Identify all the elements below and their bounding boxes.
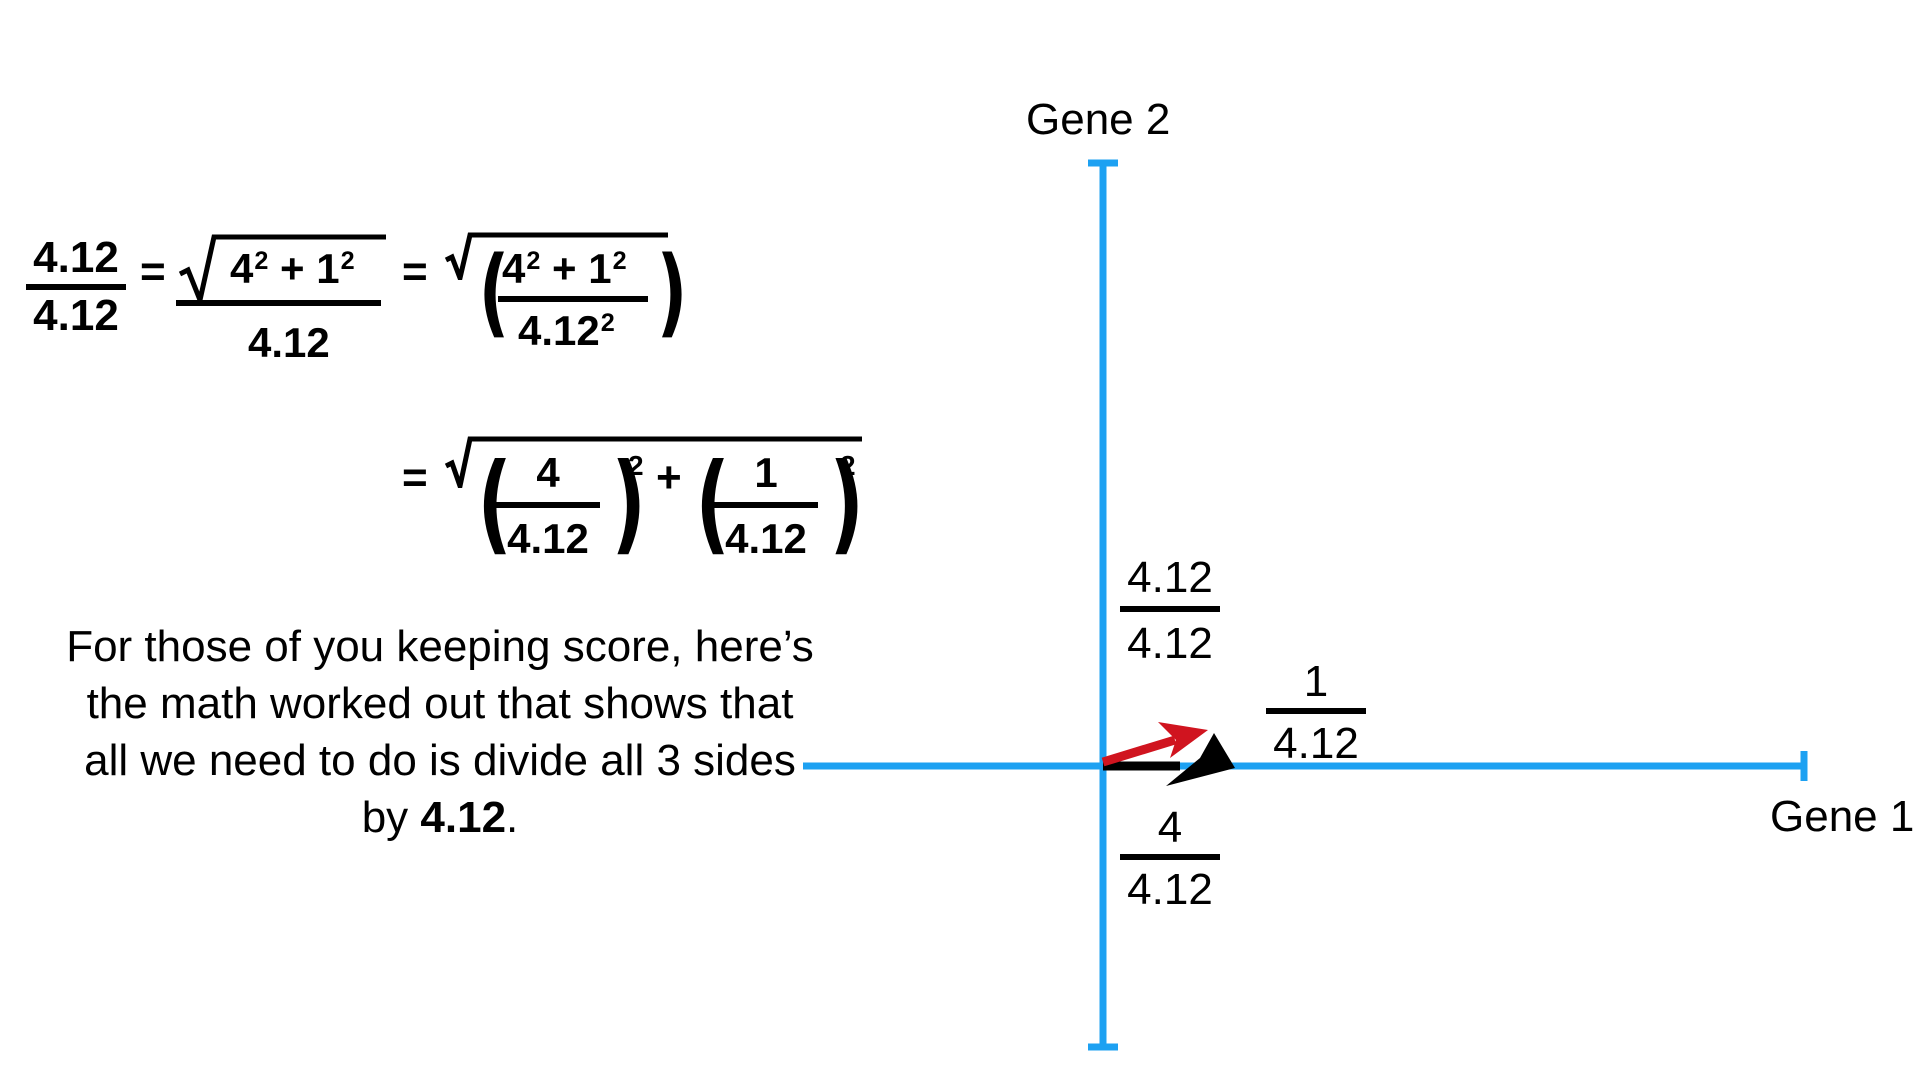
- term2-fraction: 1 4.12: [714, 452, 818, 560]
- red-vector: [1101, 722, 1208, 767]
- fraction-bar: [498, 296, 648, 302]
- term1-fraction: 4 4.12: [496, 452, 600, 560]
- hypotenuse-label: 4.12 4.12: [1120, 556, 1220, 666]
- equals-sign: =: [402, 247, 428, 296]
- horizontal-side-label: 4 4.12: [1120, 806, 1220, 912]
- caption: For those of you keeping score, here’s t…: [60, 618, 820, 846]
- term1-denominator: 4.12: [507, 515, 589, 562]
- sqrt-sq-numerator: 42 + 12: [502, 245, 627, 292]
- fraction-bar: [1120, 606, 1220, 612]
- caption-bold-value: 4.12: [420, 793, 507, 842]
- hypotenuse-numerator: 4.12: [1127, 553, 1213, 602]
- fraction-bar: [496, 502, 600, 508]
- y-axis-label: Gene 2: [1026, 95, 1171, 144]
- x-axis-label: Gene 1: [1770, 792, 1915, 841]
- vertical-side-label: 1 4.12: [1266, 660, 1366, 766]
- term2-denominator: 4.12: [725, 515, 807, 562]
- vertical-side-denominator: 4.12: [1273, 719, 1359, 768]
- right-paren: ): [656, 236, 688, 348]
- sqrt-sq-denominator: 4.122: [518, 307, 615, 354]
- fraction-bar: [1120, 854, 1220, 860]
- square-root-icon: [444, 232, 668, 280]
- y-axis: [1088, 159, 1118, 1051]
- right-paren: ): [611, 441, 646, 566]
- horizontal-side-denominator: 4.12: [1127, 865, 1213, 914]
- equals-sign: =: [402, 453, 428, 502]
- lhs-denominator: 4.12: [33, 291, 119, 340]
- exponent: 2: [628, 450, 644, 481]
- equals-sign: =: [140, 247, 166, 296]
- fraction-bar: [176, 300, 381, 306]
- hypotenuse-denominator: 4.12: [1127, 619, 1213, 668]
- term1-numerator: 4: [536, 449, 560, 496]
- plus-sign: +: [656, 453, 682, 502]
- sqrt-denominator: 4.12: [248, 319, 330, 366]
- caption-text: For those of you keeping score, here’s t…: [66, 622, 814, 842]
- lhs-fraction: 4.12 4.12: [26, 236, 126, 338]
- black-vector: [1103, 733, 1235, 786]
- fraction-bar: [26, 284, 126, 290]
- x-axis: [803, 751, 1808, 781]
- caption-end: .: [506, 793, 519, 842]
- square-root-icon: [444, 436, 862, 488]
- vertical-side-numerator: 1: [1303, 657, 1329, 706]
- horizontal-side-numerator: 4: [1157, 803, 1183, 852]
- sqrt-numerator: 42 + 12: [230, 245, 355, 292]
- lhs-numerator: 4.12: [33, 233, 119, 282]
- fraction-bar: [1266, 708, 1366, 714]
- term2-numerator: 1: [754, 449, 778, 496]
- left-paren: (: [478, 236, 510, 348]
- fraction-bar: [714, 502, 818, 508]
- exponent: 2: [840, 450, 856, 481]
- right-paren: ): [829, 441, 864, 566]
